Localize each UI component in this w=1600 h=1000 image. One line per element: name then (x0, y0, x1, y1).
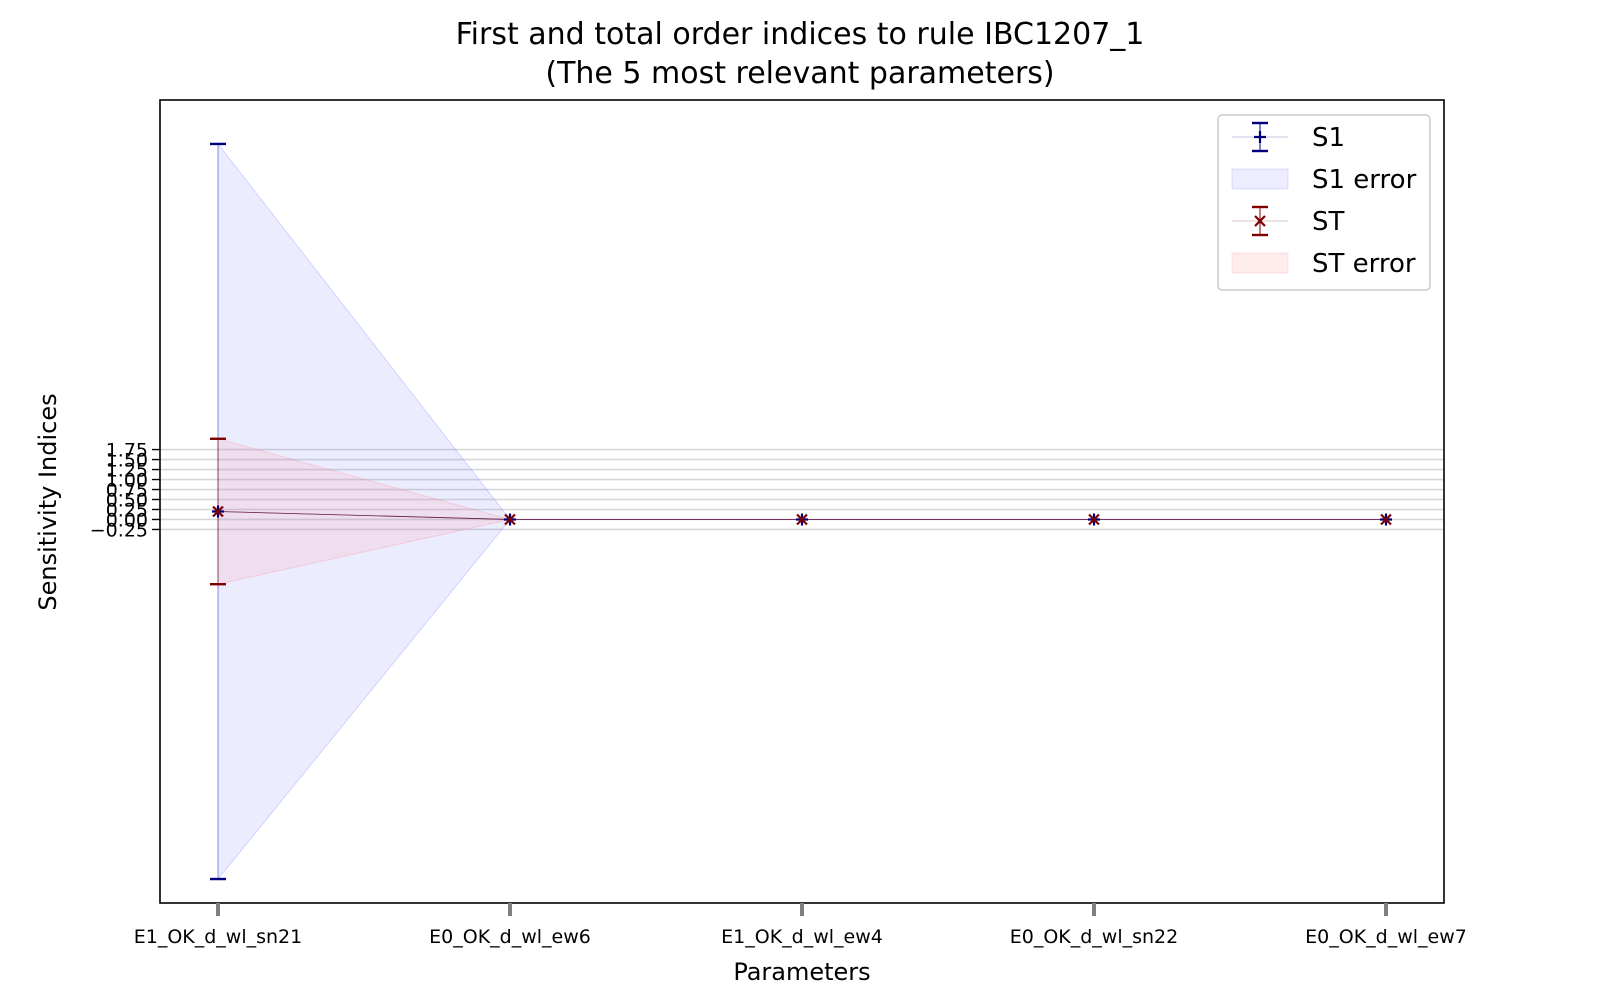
y-tick-label: 1.25 (106, 460, 148, 482)
st-marker (1088, 513, 1100, 526)
x-axis-label: Parameters (733, 958, 870, 986)
y-tick-label: 0.25 (106, 499, 148, 521)
y-tick-label: 0.00 (106, 509, 148, 531)
chart-subtitle: (The 5 most relevant parameters) (545, 56, 1054, 91)
legend-label-st-error: ST error (1312, 249, 1416, 279)
x-tick-label: E1_OK_d_wl_ew4 (721, 926, 883, 948)
legend-label-s1-error: S1 error (1312, 165, 1417, 195)
legend-box (1217, 114, 1431, 291)
st-marker (796, 513, 808, 526)
y-axis-label: Sensitivity Indices (34, 393, 62, 610)
error-bands (217, 142, 1386, 881)
y-tick-label: 1.00 (106, 470, 148, 492)
st-marker (1380, 513, 1392, 526)
data-markers (212, 505, 1392, 526)
legend-swatch-st-error (1231, 252, 1289, 274)
legend-marker-st (1254, 215, 1266, 227)
st-marker (212, 505, 224, 518)
x-axis-ticks: E1_OK_d_wl_sn21 E0_OK_d_wl_ew6 E1_OK_d_wl_… (134, 903, 1467, 948)
y-tick-label: −0.25 (90, 519, 148, 541)
x-tick-label: E1_OK_d_wl_sn21 (134, 926, 303, 948)
chart-title: First and total order indices to rule IB… (456, 17, 1145, 52)
legend-swatch-s1-error (1231, 168, 1289, 190)
x-tick-label: E0_OK_d_wl_sn22 (1010, 926, 1179, 948)
st-marker (504, 513, 516, 526)
grid-lines (160, 448, 1444, 531)
y-tick-label: 0.75 (106, 480, 148, 502)
legend: S1 S1 error ST ST error (1217, 114, 1431, 291)
x-tick-label: E0_OK_d_wl_ew7 (1305, 926, 1467, 948)
y-axis-ticks: −0.250.000.250.500.751.001.251.501.75 (90, 440, 160, 541)
legend-marker-s1 (1254, 131, 1266, 143)
legend-label-st: ST (1312, 207, 1345, 237)
y-tick-label: 1.75 (106, 440, 148, 462)
x-tick-label: E0_OK_d_wl_ew6 (429, 926, 591, 948)
y-tick-label: 1.50 (106, 450, 148, 472)
y-tick-label: 0.50 (106, 490, 148, 512)
legend-label-s1: S1 (1312, 123, 1345, 153)
